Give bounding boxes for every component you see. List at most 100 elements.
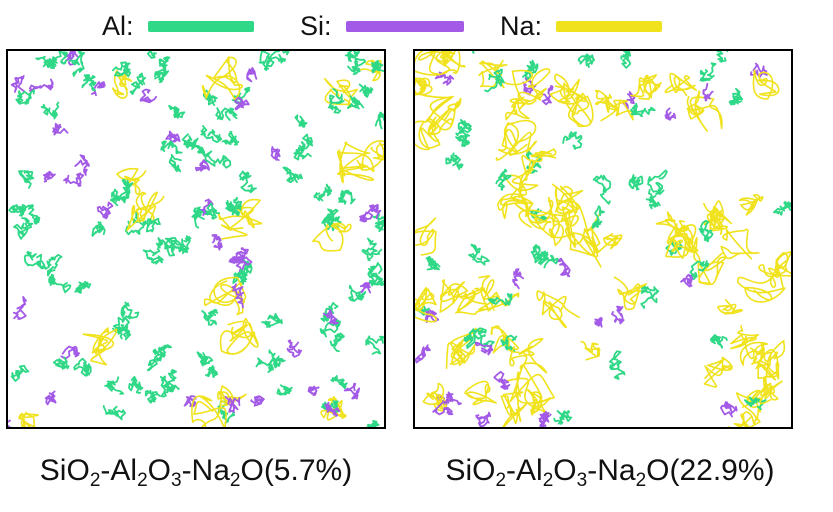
atom-chain (40, 101, 60, 120)
sodium-trajectory (18, 411, 40, 427)
atom-chain (119, 179, 134, 204)
atom-chain (495, 168, 512, 191)
atom-chain (231, 283, 245, 309)
atom-chain (196, 351, 214, 367)
atom-chain (359, 212, 374, 223)
atom-chain (424, 309, 440, 323)
atom-chain (63, 172, 85, 187)
sodium-trajectory (324, 77, 358, 108)
atom-chain (347, 57, 367, 76)
atom-chain (160, 140, 183, 155)
sodium-trajectory (445, 327, 477, 370)
sodium-trajectory (630, 77, 662, 98)
atom-chain (594, 317, 603, 328)
caption-left-sub: 2 (137, 470, 148, 491)
sodium-trajectory (600, 95, 634, 122)
atom-chain (463, 331, 486, 349)
atom-chain (468, 243, 490, 266)
sodium-trajectory (613, 276, 648, 311)
atom-chain (321, 208, 339, 227)
atom-chain (484, 68, 505, 93)
atom-chain (201, 309, 219, 326)
sodium-trajectory (526, 389, 551, 417)
atom-chain (42, 170, 56, 183)
atom-chain (164, 238, 185, 253)
sodium-trajectory (415, 107, 452, 151)
atom-chain (361, 237, 383, 262)
atom-chain (144, 389, 161, 404)
atom-chain (346, 95, 365, 110)
sodium-trajectory (455, 287, 489, 316)
atom-chain (48, 273, 72, 294)
sodium-trajectory (685, 236, 701, 263)
atom-chain (268, 51, 290, 64)
atom-chain (168, 104, 186, 119)
atom-chain (231, 247, 247, 264)
atom-chain (343, 382, 361, 400)
atom-chain (720, 401, 738, 418)
atom-chain (65, 51, 79, 66)
atom-chain (96, 201, 114, 220)
atom-chain (49, 51, 68, 67)
atom-chain (728, 87, 744, 106)
atom-chain (556, 257, 571, 278)
caption-left-part: -Al (100, 454, 138, 487)
sodium-trajectory (217, 385, 247, 407)
atom-chain (128, 375, 144, 394)
atom-chain (191, 206, 205, 229)
caption-right-part: O(22.9%) (646, 454, 775, 487)
atom-chain (15, 89, 35, 105)
atom-chain (167, 369, 180, 392)
atom-chain (329, 332, 345, 352)
atom-chain (60, 345, 80, 360)
sodium-trajectory (514, 196, 557, 230)
atom-chain (112, 61, 132, 78)
sodium-trajectory (415, 77, 433, 96)
atom-chain (286, 339, 302, 358)
sodium-trajectory (422, 94, 462, 131)
atom-chain (181, 235, 192, 255)
sodium-trajectory (219, 317, 259, 355)
atom-chain (647, 169, 668, 195)
atom-chain (154, 69, 170, 84)
atom-chain (139, 88, 158, 104)
atom-chain (246, 67, 258, 83)
sodium-trajectory (720, 228, 760, 260)
sodium-trajectory (730, 325, 759, 350)
atom-chain (455, 129, 471, 148)
atom-chain (472, 51, 475, 54)
atom-chain (365, 335, 384, 355)
atom-chain (224, 396, 241, 414)
caption-left-sub: 2 (89, 470, 101, 491)
atom-chain (91, 81, 106, 97)
sodium-trajectory (738, 194, 764, 216)
atom-chain (145, 217, 161, 233)
caption-left-part: SiO (39, 454, 90, 487)
atom-chain (530, 244, 547, 264)
atom-chain (327, 88, 345, 114)
sodium-trajectory (201, 56, 244, 101)
sodium-trajectory (751, 339, 786, 381)
atom-chain (371, 213, 384, 233)
sodium-trajectory (665, 220, 697, 260)
atom-chain (366, 420, 380, 427)
sodium-trajectory (191, 394, 227, 427)
atom-chain (232, 268, 248, 285)
atom-chain (204, 150, 232, 169)
sodium-trajectory (686, 90, 723, 132)
atom-chain (330, 375, 348, 390)
atom-chain (155, 237, 178, 257)
sodium-trajectory (464, 380, 497, 406)
sodium-trajectory (361, 140, 384, 171)
caption-right-sub: 2 (495, 470, 507, 491)
legend: Al: Si: Na: (0, 6, 833, 46)
atom-chain (640, 284, 660, 309)
legend-item-al: Al: (102, 6, 254, 46)
atom-chain (215, 107, 238, 121)
atom-chain (367, 267, 382, 287)
legend-swatch-al (147, 20, 254, 32)
atom-chain (313, 183, 333, 202)
legend-swatch-si (345, 20, 464, 32)
sodium-trajectory (126, 191, 165, 232)
atom-chain (8, 204, 27, 217)
